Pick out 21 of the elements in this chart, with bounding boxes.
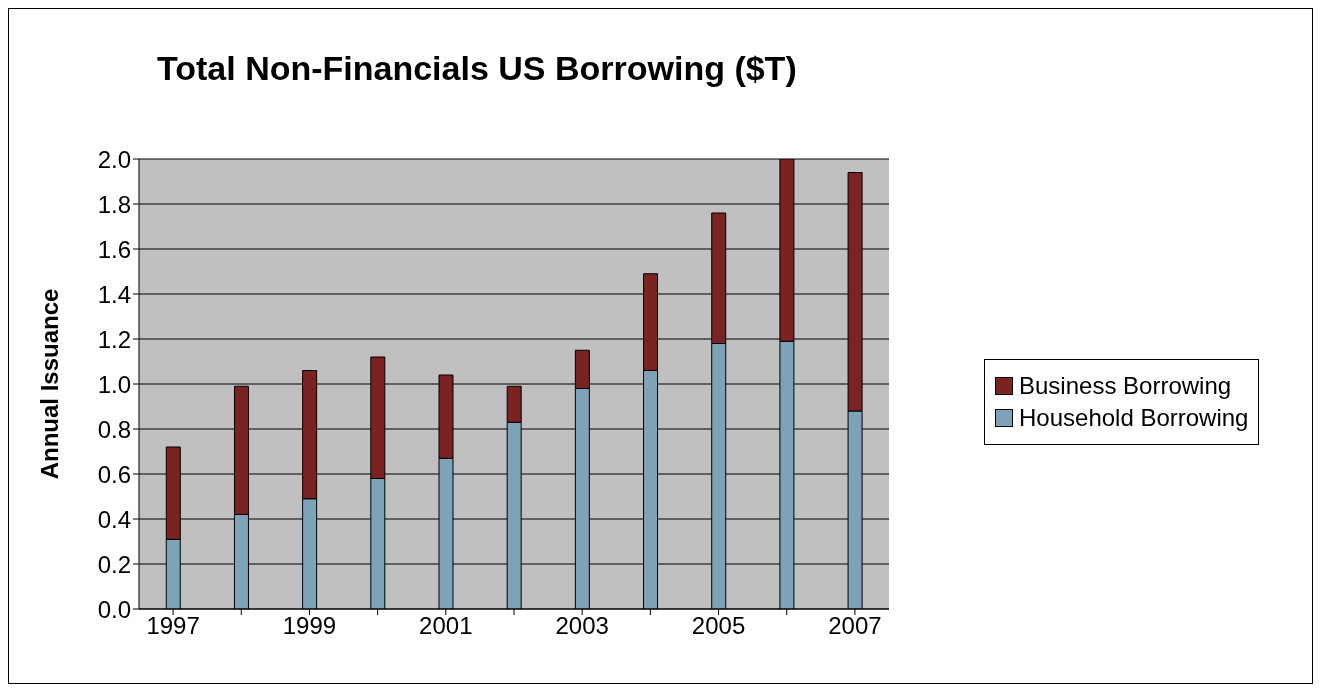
y-tick-label: 2.0 [97,145,131,173]
chart-title: Total Non-Financials US Borrowing ($T) [157,49,797,88]
y-tick-label: 0.2 [97,550,131,578]
y-tick-label: 1.2 [97,325,131,353]
x-tick-label: 2001 [419,612,473,640]
y-tick-label: 1.8 [97,190,131,218]
legend-label: Household Borrowing [1019,404,1249,432]
x-tick-label: 2005 [691,612,746,640]
y-tick-label: 1.6 [97,235,131,263]
x-tick-label: 2003 [555,612,609,640]
y-tick-label: 1.0 [97,370,131,398]
y-tick-label: 0.8 [97,415,131,443]
y-tick-label: 1.4 [97,280,131,308]
y-axis-title: Annual Issuance [35,288,63,480]
y-tick-label: 0.0 [97,595,131,623]
y-tick-label: 0.4 [97,505,131,533]
y-tick-label: 0.6 [97,460,131,488]
x-tick-label: 1999 [282,612,337,640]
legend-label: Business Borrowing [1019,372,1232,400]
x-tick-label: 2007 [828,612,882,640]
x-tick-label: 1997 [146,612,200,640]
